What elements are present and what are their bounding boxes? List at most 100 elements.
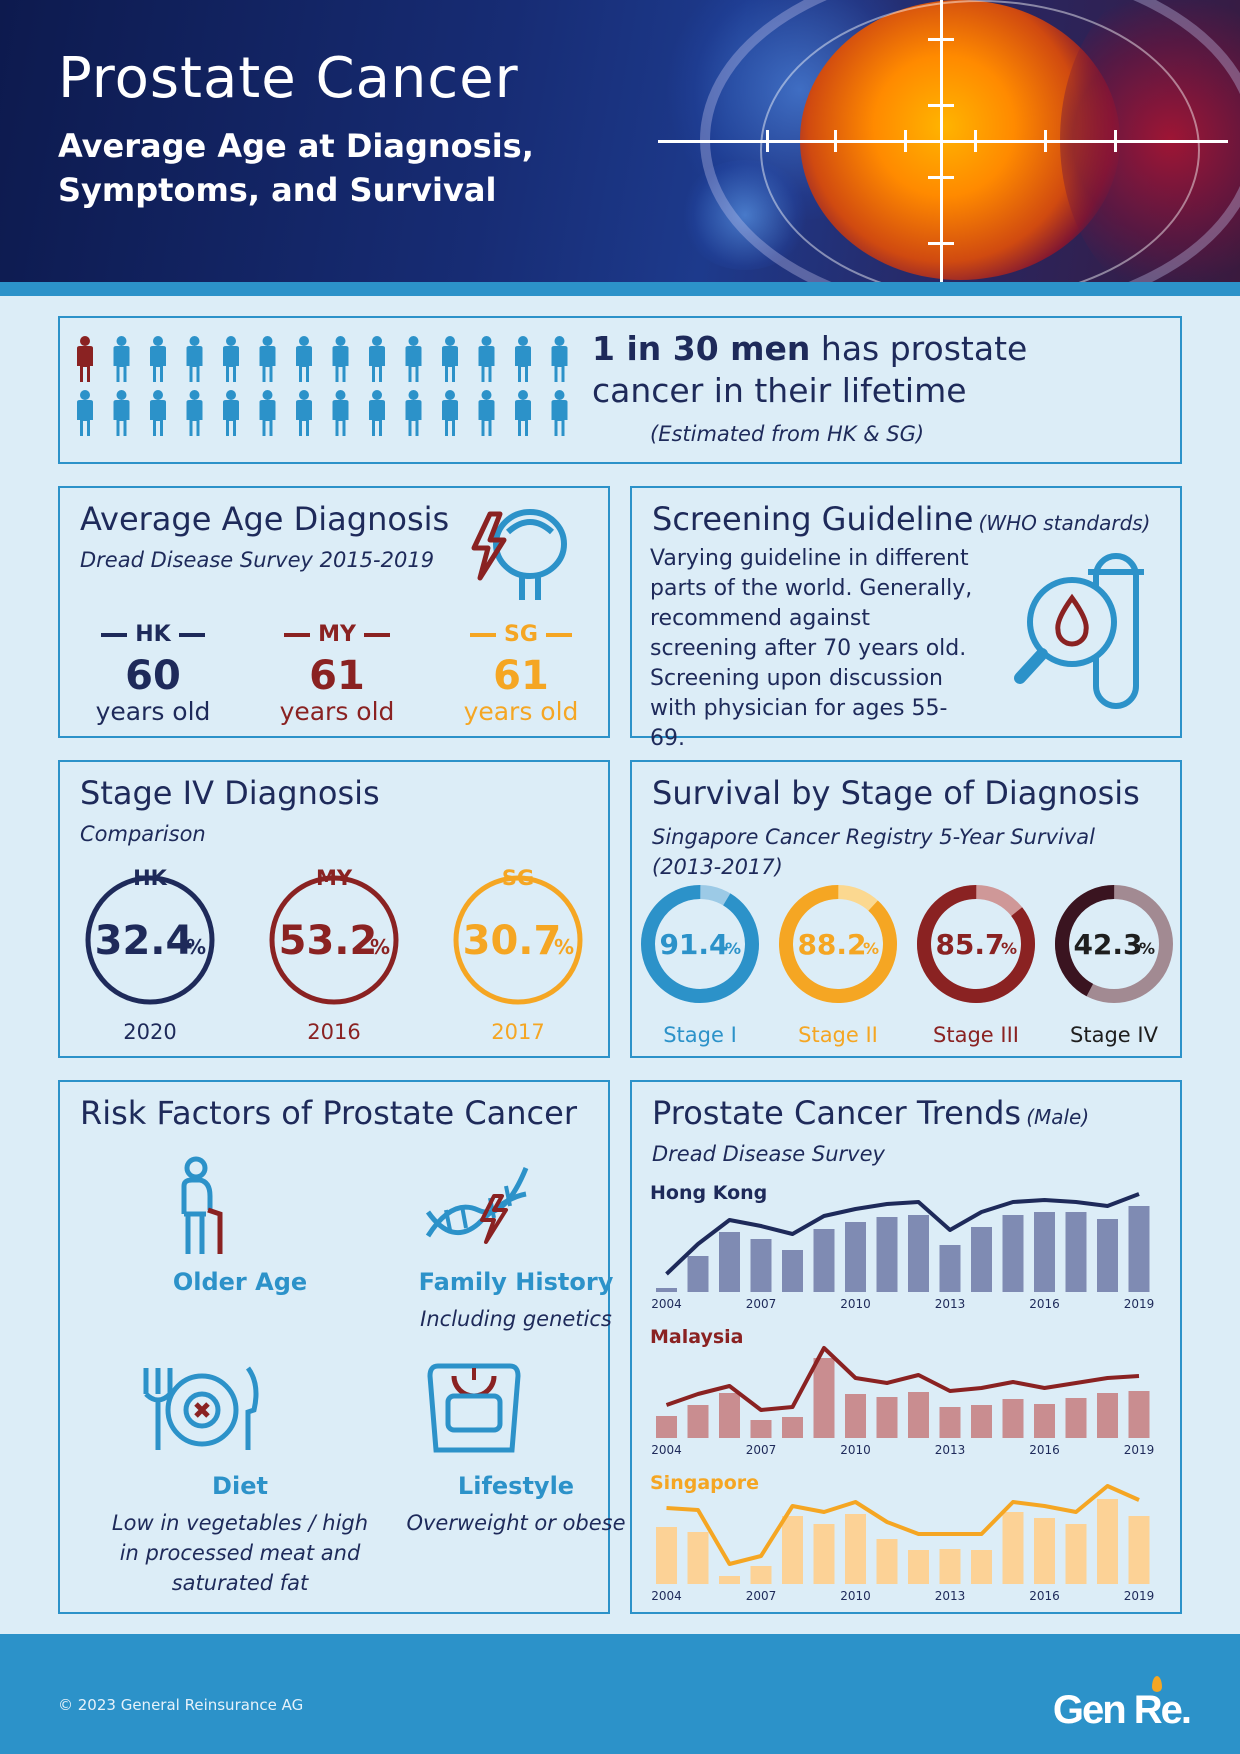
age-my: MY 61 years old xyxy=(272,622,402,726)
trend-bar xyxy=(1034,1518,1055,1584)
trend-bar xyxy=(1034,1404,1055,1438)
trend-year-label: 2013 xyxy=(935,1589,966,1603)
trend-bar xyxy=(908,1550,929,1584)
man-icon xyxy=(442,336,458,382)
survival-value: 85.7 xyxy=(935,928,1004,961)
blood-test-icon xyxy=(1014,553,1144,709)
trend-year-label: 2016 xyxy=(1029,1297,1060,1311)
trend-bar xyxy=(750,1566,772,1584)
survival-unit: % xyxy=(863,939,879,958)
trend-bar xyxy=(813,1524,835,1584)
survival-stage-label: Stage III xyxy=(933,1023,1019,1047)
man-icon xyxy=(259,336,276,382)
trends-chart: 2004 2007 2010 2013 2016 2019 2004 2007 2010 2013… xyxy=(651,1192,1155,1603)
trend-bar xyxy=(1065,1212,1087,1292)
stage4-value: 53.2 xyxy=(279,918,378,964)
survival-stage-label: Stage IV xyxy=(1070,1023,1159,1047)
man-icon xyxy=(296,336,312,382)
trend-bar xyxy=(1002,1215,1024,1292)
age-unit: years old xyxy=(279,697,395,726)
trend-year-label: 2019 xyxy=(1124,1589,1155,1603)
man-icon xyxy=(405,390,422,436)
incidence-highlight: 1 in 30 men xyxy=(592,329,811,368)
man-icon xyxy=(332,336,349,382)
survival-card: Survival by Stage of Diagnosis Singapore… xyxy=(630,760,1182,1058)
man-icon xyxy=(150,336,166,382)
risk-title: Risk Factors of Prostate Cancer xyxy=(80,1094,577,1132)
risk-item-desc: Low in vegetables / high in processed me… xyxy=(111,1511,369,1595)
survival-value: 91.4 xyxy=(659,928,728,961)
screening-title: Screening Guideline xyxy=(652,500,974,538)
man-icon xyxy=(77,390,93,436)
hero-banner: Prostate Cancer Average Age at Diagnosis… xyxy=(0,0,1240,282)
trend-bar xyxy=(1097,1393,1118,1438)
trend-chart-2: 2004 2007 2010 2013 2016 2019 xyxy=(651,1484,1155,1603)
survival-title: Survival by Stage of Diagnosis xyxy=(652,774,1140,812)
trend-bar xyxy=(656,1288,677,1292)
trend-year-label: 2004 xyxy=(651,1443,682,1457)
man-icon xyxy=(223,390,239,436)
copyright: © 2023 General Reinsurance AG xyxy=(58,1696,304,1714)
trend-line xyxy=(666,1484,1140,1566)
trend-bar xyxy=(1065,1398,1087,1438)
trend-year-label: 2013 xyxy=(935,1297,966,1311)
stage4-value: 30.7 xyxy=(463,918,562,964)
man-icon xyxy=(296,390,312,436)
trend-bar xyxy=(750,1420,772,1438)
elderly-person-icon xyxy=(181,1156,223,1254)
trends-card: Prostate Cancer Trends (Male) Dread Dise… xyxy=(630,1080,1182,1614)
donut-arc xyxy=(641,885,759,1004)
age-code: HK xyxy=(135,622,171,647)
trend-bar xyxy=(750,1239,772,1292)
trend-year-label: 2010 xyxy=(840,1297,871,1311)
donut-arc xyxy=(917,885,1035,1003)
screening-card: Screening Guideline (WHO standards) Vary… xyxy=(630,486,1182,751)
survival-subtitle: Singapore Cancer Registry 5-Year Surviva… xyxy=(652,825,1095,879)
trend-year-label: 2016 xyxy=(1029,1589,1060,1603)
age-unit: years old xyxy=(463,697,579,726)
stage4-year: 2016 xyxy=(307,1020,361,1044)
man-icon xyxy=(186,336,203,382)
trend-name: Malaysia xyxy=(650,1326,744,1348)
survival-donuts: 91.4% Stage I 88.2% Stage II 85.7% Stage III 4… xyxy=(641,885,1173,1047)
survival-value: 88.2 xyxy=(797,928,866,961)
trend-bar xyxy=(876,1539,898,1584)
survival-stage-label: Stage I xyxy=(663,1023,737,1047)
donut-arc xyxy=(1055,885,1173,1003)
risk-item-desc: Overweight or obese xyxy=(406,1511,626,1535)
trend-chart-1: 2004 2007 2010 2013 2016 2019 xyxy=(651,1346,1155,1457)
trend-bar xyxy=(1128,1206,1150,1292)
age-sg: SG 61 years old xyxy=(456,622,586,726)
trend-name: Hong Kong xyxy=(650,1182,768,1204)
crosshair-vertical xyxy=(940,0,943,282)
stage4-ring xyxy=(85,875,215,1005)
trend-bar xyxy=(1002,1399,1024,1438)
crosshair-horizontal xyxy=(658,140,1228,143)
trends-subtitle: Dread Disease Survey xyxy=(652,1142,885,1166)
page-title: Prostate Cancer xyxy=(58,46,519,111)
trend-bar xyxy=(971,1227,992,1292)
trend-bar xyxy=(719,1232,740,1292)
trend-bar xyxy=(687,1532,709,1584)
risk-item-title: Older Age xyxy=(172,1268,308,1296)
stage4-code: MY xyxy=(315,866,353,890)
trend-year-label: 2007 xyxy=(746,1589,777,1603)
trend-year-label: 2010 xyxy=(840,1589,871,1603)
trend-bar xyxy=(876,1397,898,1438)
trend-bar xyxy=(1034,1212,1055,1292)
survival-unit: % xyxy=(725,939,741,958)
trend-year-label: 2013 xyxy=(935,1443,966,1457)
trend-year-label: 2019 xyxy=(1124,1443,1155,1457)
trend-year-label: 2019 xyxy=(1124,1297,1155,1311)
trend-bar xyxy=(971,1550,992,1584)
trend-bar xyxy=(845,1394,866,1438)
stage4-year: 2020 xyxy=(123,1020,177,1044)
trends-title: Prostate Cancer Trends xyxy=(652,1094,1022,1132)
stage4-card: Stage IV Diagnosis Comparison 32.4% 53.2%… xyxy=(58,760,610,1058)
age-value: 61 xyxy=(309,653,365,699)
trend-bar xyxy=(1097,1499,1118,1584)
trend-bar xyxy=(813,1358,835,1438)
man-icon xyxy=(478,390,495,436)
trend-bar xyxy=(845,1222,866,1292)
trend-bar xyxy=(1128,1516,1150,1584)
